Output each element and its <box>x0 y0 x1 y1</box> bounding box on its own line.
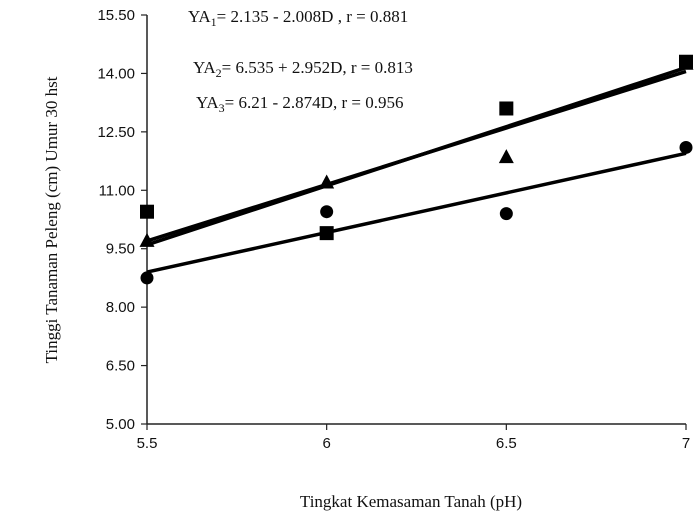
y-tick-label: 12.50 <box>97 124 135 141</box>
x-axis-title: Tingkat Kemasaman Tanah (pH) <box>300 492 522 511</box>
y-tick-label: 11.00 <box>99 182 135 199</box>
regression-equation: YA3= 6.21 - 2.874D, r = 0.956 <box>196 93 403 115</box>
x-tick-label: 6 <box>322 435 330 452</box>
x-tick-label: 5.5 <box>137 435 158 452</box>
data-points <box>139 54 694 285</box>
square-point <box>140 204 154 219</box>
x-tick-label: 6.5 <box>496 435 517 452</box>
y-tick-label: 14.00 <box>97 65 135 82</box>
trendline-circle <box>146 151 687 274</box>
regression-equation: YA2= 6.535 + 2.952D, r = 0.813 <box>193 58 413 80</box>
circle-point <box>679 140 693 154</box>
y-axis-title: Tinggi Tanaman Peleng (cm) Umur 30 hst <box>42 76 61 363</box>
y-tick-label: 8.00 <box>106 299 135 316</box>
x-tick-label: 7 <box>682 435 690 452</box>
square-point <box>319 226 334 241</box>
circle-point <box>499 207 513 221</box>
triangle-point <box>678 55 694 70</box>
circle-point <box>320 205 334 219</box>
square-point <box>499 101 514 116</box>
trendlines <box>146 65 687 274</box>
regression-equation: YA1= 2.135 - 2.008D , r = 0.881 <box>188 7 408 29</box>
y-tick-label: 6.50 <box>106 358 135 375</box>
axes: 5.00 6.50 8.00 9.50 11.00 12.50 14.00 15.50 5.5 6… <box>97 7 690 452</box>
y-tick-label: 5.00 <box>106 416 135 433</box>
trendline-triangle <box>146 69 687 243</box>
y-tick-label: 15.50 <box>97 7 135 24</box>
circle-point <box>140 271 154 285</box>
triangle-point <box>498 149 514 164</box>
triangle-point <box>319 174 335 189</box>
y-tick-label: 9.50 <box>106 241 135 258</box>
regression-equations: YA1= 2.135 - 2.008D , r = 0.881 YA2= 6.53… <box>188 7 413 115</box>
triangle-point <box>139 232 155 247</box>
